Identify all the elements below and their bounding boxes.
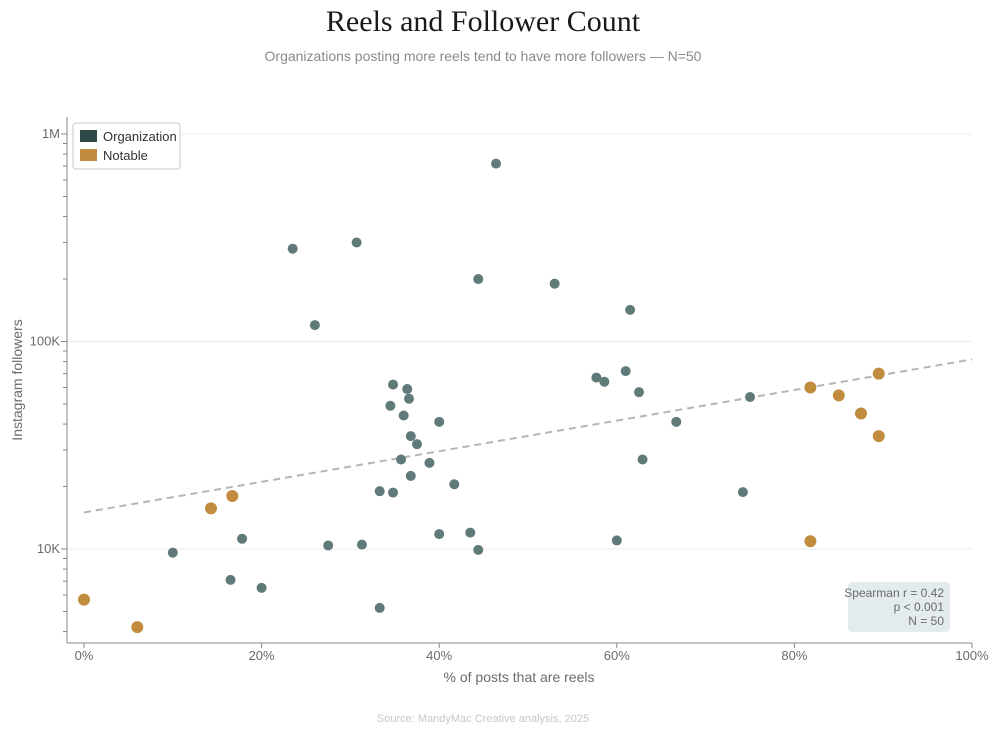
y-tick-label: 100K	[30, 334, 61, 349]
x-tick-label: 100%	[955, 648, 989, 663]
data-point-organization	[388, 379, 399, 390]
data-point-organization	[671, 416, 682, 427]
data-point-organization	[412, 439, 422, 450]
data-point-organization	[323, 540, 334, 551]
data-point-notable	[226, 490, 239, 503]
data-point-organization	[745, 392, 755, 403]
legend-swatch-notable	[80, 149, 97, 161]
y-axis-title: Instagram followers	[9, 319, 25, 440]
data-point-notable	[804, 381, 817, 394]
data-point-organization	[256, 582, 267, 593]
data-point-organization	[549, 278, 560, 289]
data-point-organization	[473, 544, 484, 555]
data-point-organization	[396, 454, 407, 465]
x-tick-label: 40%	[426, 648, 452, 663]
data-point-organization	[634, 387, 644, 398]
data-point-notable	[204, 502, 217, 515]
x-tick-label: 60%	[604, 648, 630, 663]
data-point-notable	[78, 593, 90, 606]
legend-label-notable: Notable	[103, 148, 148, 163]
stats-box-background	[848, 582, 950, 632]
grid-lines	[67, 133, 972, 550]
data-points	[78, 158, 885, 634]
data-point-organization	[374, 486, 385, 497]
data-point-organization	[388, 487, 399, 498]
data-point-organization	[620, 366, 631, 377]
data-point-organization	[405, 470, 416, 481]
x-axis-ticks: 0% 20% 40% 60% 80% 100%	[75, 643, 989, 663]
data-point-organization	[611, 535, 622, 546]
data-point-organization	[449, 479, 460, 490]
data-point-organization	[591, 372, 602, 383]
data-point-organization	[351, 237, 362, 248]
data-point-organization	[625, 304, 636, 315]
stats-p-value: p < 0.001	[894, 600, 945, 614]
data-point-organization	[385, 400, 396, 411]
x-tick-label: 20%	[249, 648, 275, 663]
data-point-organization	[405, 431, 416, 442]
data-point-notable	[131, 621, 144, 634]
x-tick-label: 0%	[75, 648, 94, 663]
data-point-organization	[599, 376, 610, 387]
data-point-organization	[434, 529, 445, 540]
data-point-organization	[473, 274, 484, 285]
data-point-organization	[402, 384, 413, 395]
data-point-notable	[872, 367, 885, 380]
x-axis-title: % of posts that are reels	[444, 669, 595, 685]
chart-title: Reels and Follower Count	[326, 5, 641, 38]
data-point-organization	[404, 393, 415, 404]
data-point-organization	[434, 416, 445, 427]
data-point-organization	[309, 320, 320, 331]
stats-n: N = 50	[908, 614, 944, 628]
x-tick-label: 80%	[781, 648, 807, 663]
data-point-organization	[637, 454, 648, 465]
legend: Organization Notable	[72, 122, 181, 170]
data-point-notable	[804, 535, 817, 548]
data-point-organization	[237, 533, 248, 544]
stats-box: Spearman r = 0.42 p < 0.001 N = 50	[844, 582, 950, 632]
chart-subtitle: Organizations posting more reels tend to…	[265, 48, 702, 64]
data-point-organization	[225, 574, 236, 585]
trend-line	[83, 358, 973, 514]
stats-spearman: Spearman r = 0.42	[844, 586, 944, 600]
data-point-notable	[855, 407, 867, 420]
y-tick-label: 1M	[42, 126, 60, 141]
legend-swatch-organization	[80, 130, 97, 142]
data-point-organization	[465, 527, 476, 538]
data-point-organization	[287, 243, 298, 254]
data-point-organization	[491, 158, 502, 169]
data-point-organization	[167, 547, 178, 558]
data-point-notable	[872, 430, 885, 443]
data-point-organization	[424, 457, 435, 468]
legend-box	[72, 122, 181, 170]
legend-label-organization: Organization	[103, 129, 177, 144]
source-note: Source: MandyMac Creative analysis, 2025	[377, 713, 589, 725]
data-point-notable	[832, 389, 845, 402]
data-point-organization	[398, 410, 409, 421]
data-point-organization	[737, 487, 748, 498]
data-point-organization	[374, 602, 385, 613]
y-minor-ticks	[63, 142, 67, 633]
data-point-organization	[356, 539, 367, 550]
y-tick-label: 10K	[37, 541, 60, 556]
y-axis-ticks: 10K 100K 1M	[30, 126, 67, 556]
